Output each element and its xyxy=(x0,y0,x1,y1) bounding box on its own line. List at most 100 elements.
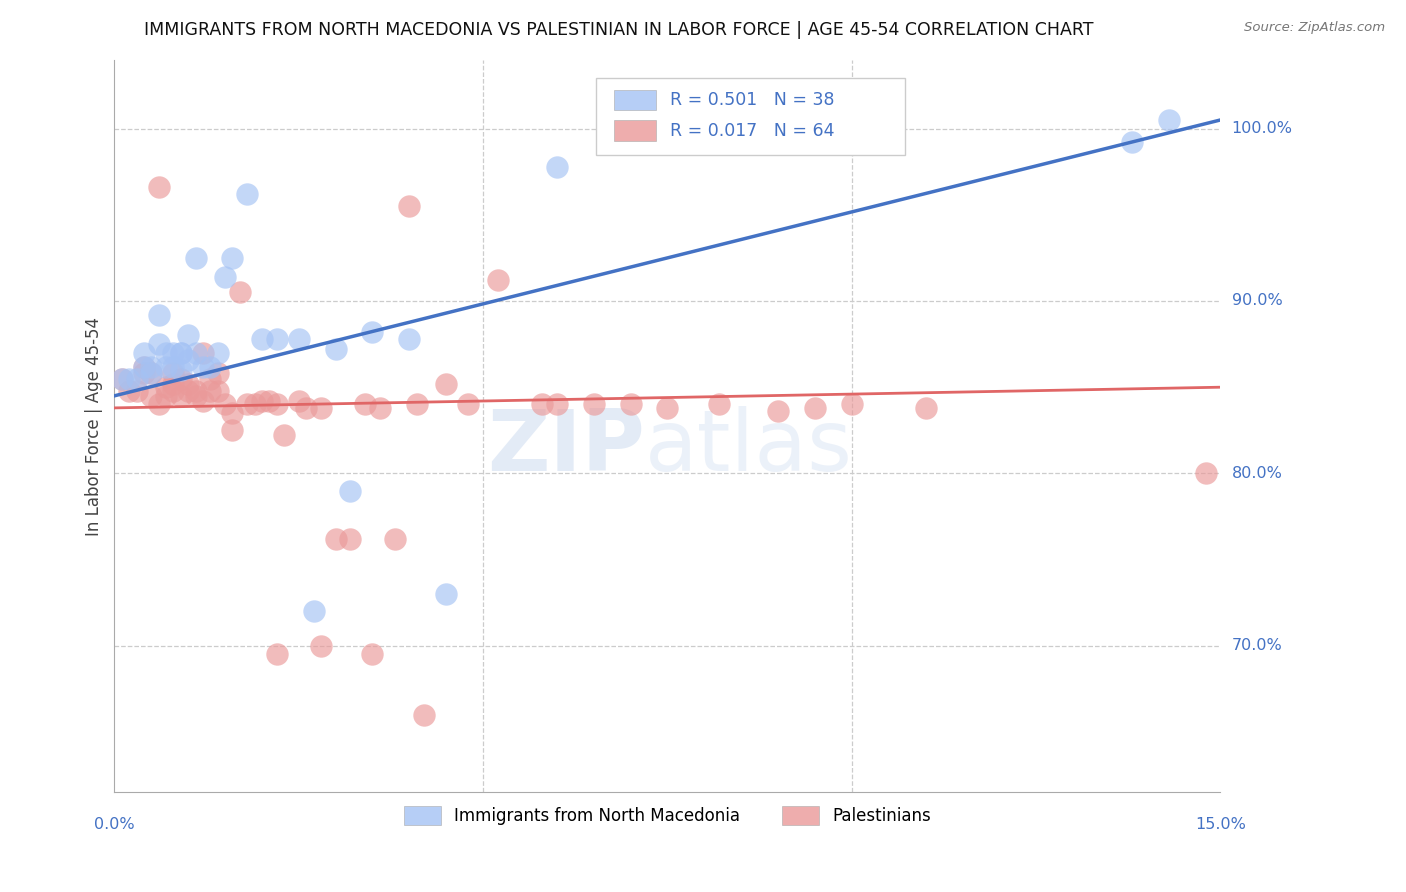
Point xyxy=(141,359,163,374)
Point xyxy=(486,273,509,287)
Text: 100.0%: 100.0% xyxy=(1232,121,1292,136)
Point xyxy=(191,394,214,409)
Point xyxy=(141,367,163,381)
Text: R = 0.017   N = 64: R = 0.017 N = 64 xyxy=(669,121,834,140)
Point xyxy=(266,397,288,411)
Point xyxy=(266,648,288,662)
Text: atlas: atlas xyxy=(645,407,853,490)
Point xyxy=(141,389,163,403)
Point xyxy=(302,604,325,618)
Point xyxy=(184,384,207,398)
Point xyxy=(546,160,568,174)
Point xyxy=(191,345,214,359)
Point xyxy=(162,345,184,359)
Point xyxy=(200,371,222,385)
Point xyxy=(804,401,827,415)
Point xyxy=(170,389,193,403)
Point xyxy=(457,397,479,411)
Point xyxy=(657,401,679,415)
Point xyxy=(250,332,273,346)
Point xyxy=(354,397,377,411)
Text: 15.0%: 15.0% xyxy=(1195,817,1246,832)
Point xyxy=(398,332,420,346)
Point xyxy=(177,384,200,398)
Point xyxy=(1157,112,1180,127)
Point xyxy=(125,371,148,385)
Point xyxy=(162,376,184,391)
Text: ZIP: ZIP xyxy=(488,407,645,490)
FancyBboxPatch shape xyxy=(614,120,657,141)
Point xyxy=(177,376,200,391)
Point xyxy=(148,397,170,411)
Point xyxy=(384,532,406,546)
Point xyxy=(339,532,361,546)
Text: Source: ZipAtlas.com: Source: ZipAtlas.com xyxy=(1244,21,1385,34)
Point xyxy=(170,371,193,385)
Point xyxy=(148,180,170,194)
Point xyxy=(434,587,457,601)
Point xyxy=(207,367,229,381)
Text: IMMIGRANTS FROM NORTH MACEDONIA VS PALESTINIAN IN LABOR FORCE | AGE 45-54 CORREL: IMMIGRANTS FROM NORTH MACEDONIA VS PALES… xyxy=(143,21,1094,38)
Point xyxy=(170,345,193,359)
Point xyxy=(207,345,229,359)
Text: 70.0%: 70.0% xyxy=(1232,639,1282,653)
Point xyxy=(841,397,863,411)
Point xyxy=(266,332,288,346)
Point xyxy=(125,384,148,398)
Point xyxy=(398,199,420,213)
Point xyxy=(162,367,184,381)
Point xyxy=(221,251,243,265)
Point xyxy=(118,371,141,385)
Point xyxy=(207,384,229,398)
Point xyxy=(1195,467,1218,481)
Point xyxy=(184,251,207,265)
Point xyxy=(236,397,259,411)
Point xyxy=(546,397,568,411)
Y-axis label: In Labor Force | Age 45-54: In Labor Force | Age 45-54 xyxy=(86,317,103,535)
Point xyxy=(162,384,184,398)
Point xyxy=(236,187,259,202)
Point xyxy=(619,397,641,411)
Legend: Immigrants from North Macedonia, Palestinians: Immigrants from North Macedonia, Palesti… xyxy=(398,799,938,831)
Point xyxy=(434,376,457,391)
Point xyxy=(339,483,361,498)
Point xyxy=(766,404,789,418)
Point xyxy=(155,389,177,403)
Point xyxy=(132,367,155,381)
Text: 90.0%: 90.0% xyxy=(1232,293,1282,309)
Point xyxy=(148,308,170,322)
Point xyxy=(309,639,332,653)
Text: 80.0%: 80.0% xyxy=(1232,466,1282,481)
Point xyxy=(1121,136,1143,150)
Point xyxy=(413,707,436,722)
Point xyxy=(162,359,184,374)
Point xyxy=(170,363,193,377)
Point xyxy=(368,401,391,415)
FancyBboxPatch shape xyxy=(614,89,657,111)
FancyBboxPatch shape xyxy=(596,78,905,155)
Point xyxy=(170,345,193,359)
Point xyxy=(132,345,155,359)
Point xyxy=(259,394,281,409)
Point xyxy=(531,397,554,411)
Point xyxy=(273,428,295,442)
Point xyxy=(361,648,384,662)
Point xyxy=(287,394,309,409)
Point xyxy=(295,401,318,415)
Point xyxy=(707,397,730,411)
Point xyxy=(111,371,134,385)
Point xyxy=(325,532,347,546)
Point xyxy=(325,343,347,357)
Text: 0.0%: 0.0% xyxy=(94,817,135,832)
Point xyxy=(155,359,177,374)
Point xyxy=(184,389,207,403)
Point xyxy=(214,397,236,411)
Point xyxy=(229,285,252,300)
Point xyxy=(287,332,309,346)
Point xyxy=(243,397,266,411)
Point xyxy=(405,397,427,411)
Point xyxy=(132,359,155,374)
Point xyxy=(184,345,207,359)
Point xyxy=(221,406,243,420)
Point xyxy=(309,401,332,415)
